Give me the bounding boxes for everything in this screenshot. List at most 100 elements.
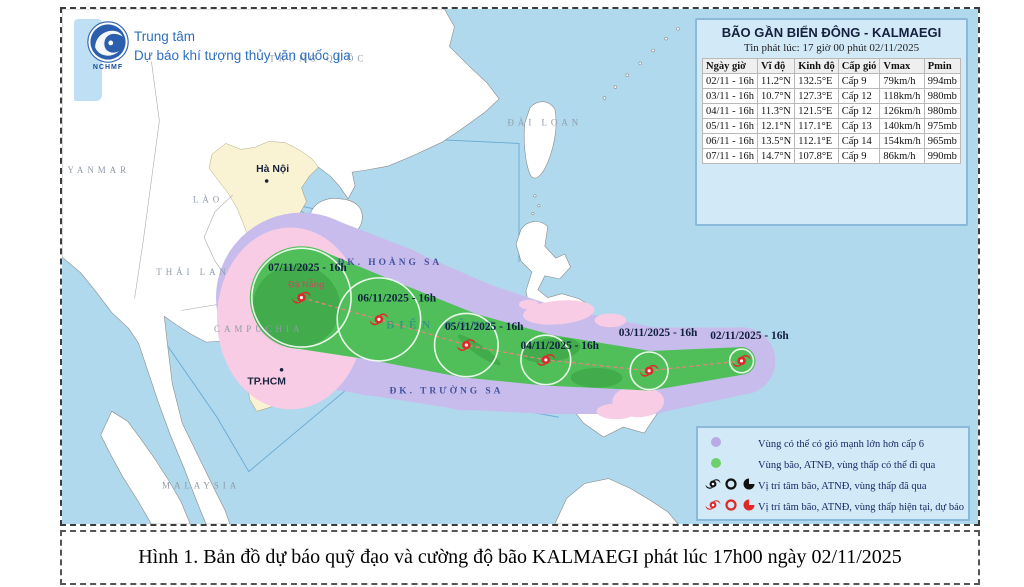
table-column-header: Cấp gió <box>837 58 881 74</box>
legend-label: Vùng bão, ATNĐ, vùng thấp có thể đi qua <box>758 460 936 471</box>
table-cell: 980mb <box>923 103 962 119</box>
storm-table-issued: Tin phát lúc: 17 giờ 00 phút 02/11/2025 <box>743 42 920 54</box>
storm-marker <box>457 339 476 351</box>
table-cell: 86km/h <box>879 148 925 164</box>
table-cell: 117.1°E <box>794 118 839 134</box>
table-row: 04/11 - 16h 11.3°N 121.5°E Cấp 12 126km/h 980… <box>701 103 962 119</box>
geo-label: ĐK. TRƯỜNG SA <box>390 385 504 397</box>
storm-forecast-table: Ngày giờ Vĩ độ Kinh độ Cấp gió Vmax Pmin 02/1… <box>701 58 962 164</box>
city-dot <box>264 179 269 183</box>
agency-name-line1: Trung tâm <box>134 29 196 44</box>
track-point-label: 04/11/2025 - 16h <box>520 340 599 352</box>
legend-panel: Vùng có thể có gió mạnh lớn hơn cấp 6 Vùn… <box>696 426 970 521</box>
table-cell: 06/11 - 16h <box>701 133 759 149</box>
geo-label: TRUNG QUỐC <box>269 53 367 63</box>
storm-marker <box>640 364 659 377</box>
geo-label: ĐK. HOÀNG SA <box>338 256 443 268</box>
geo-label-layer: TRUNG QUỐC YANMAR LÀO THÁI LAN CAMPUCHIA MALA… <box>67 53 582 490</box>
table-cell: 02/11 - 16h <box>701 73 759 89</box>
table-column-header: Vmax <box>879 58 925 74</box>
uncertainty-circle <box>433 312 499 378</box>
table-cell: 126km/h <box>879 103 925 119</box>
table-cell: 975mb <box>923 118 962 134</box>
geo-label: MALAYSIA <box>162 480 240 490</box>
storm-marker <box>292 291 311 304</box>
table-cell: 03/11 - 16h <box>701 88 759 104</box>
table-cell: 112.1°E <box>794 133 839 149</box>
table-cell: 118km/h <box>879 88 925 104</box>
track-point-label: 02/11/2025 - 16h <box>710 330 789 342</box>
geo-label: THÁI LAN <box>156 267 230 277</box>
uncertainty-circle <box>250 247 352 348</box>
table-row: 02/11 - 16h 11.2°N 132.5°E Cấp 9 79km/h 994mb <box>701 73 962 89</box>
typhoon-symbol-icon <box>369 313 389 326</box>
legend-row: Vùng có thể có gió mạnh lớn hơn cấp 6 <box>704 434 964 455</box>
storm-marker <box>536 354 555 366</box>
table-cell: Cấp 12 <box>837 88 881 104</box>
table-column-header: Ngày giờ <box>701 58 759 74</box>
table-cell: 11.2°N <box>757 73 796 89</box>
legend-row: Vị trí tâm bão, ATNĐ, vùng thấp hiện tại… <box>704 497 964 518</box>
table-cell: Cấp 9 <box>837 73 881 89</box>
agency-name: Trung tâm Dự báo khí tượng thủy văn quốc… <box>134 27 351 65</box>
geo-label: ĐÀI LOAN <box>507 118 582 128</box>
storm-track-layer: 02/11/2025 - 16h 03/11/2025 - 16h 04/11/… <box>250 247 789 391</box>
table-row: 07/11 - 16h 14.7°N 107.8°E Cấp 9 86km/h 990mb <box>701 148 962 164</box>
uncertainty-circle <box>520 334 572 386</box>
agency-name-line2: Dự báo khí tượng thủy văn quốc gia <box>134 48 351 63</box>
track-point-label: 06/11/2025 - 16h <box>358 293 437 305</box>
table-row: 05/11 - 16h 12.1°N 117.1°E Cấp 13 140km/h 975… <box>701 118 962 134</box>
table-cell: 07/11 - 16h <box>701 148 759 164</box>
table-cell: 127.3°E <box>794 88 839 104</box>
table-cell: 121.5°E <box>794 103 839 119</box>
track-line <box>301 297 742 372</box>
table-cell: 05/11 - 16h <box>701 118 759 134</box>
geo-label: BIỂN ĐÔNG <box>386 316 499 331</box>
table-cell: 140km/h <box>879 118 925 134</box>
legend-row: Vị trí tâm bão, ATNĐ, vùng thấp đã qua <box>704 476 964 497</box>
typhoon-symbol-icon <box>457 339 476 351</box>
sumatra-island <box>100 410 191 524</box>
typhoon-symbol-icon <box>536 354 555 366</box>
legend-label: Vị trí tâm bão, ATNĐ, vùng thấp đã qua <box>758 481 927 492</box>
legend-label: Vị trí tâm bão, ATNĐ, vùng thấp hiện tại… <box>758 502 965 513</box>
track-point-label: 05/11/2025 - 16h <box>445 321 524 333</box>
table-column-header: Pmin <box>923 58 962 74</box>
typhoon-symbol-icon <box>292 291 311 304</box>
borneo-island <box>554 478 679 524</box>
geo-label: LÀO <box>193 195 223 205</box>
table-row: 06/11 - 16h 13.5°N 112.1°E Cấp 14 154km/h 965… <box>701 133 962 149</box>
storm-table-title: BÃO GẦN BIỂN ĐÔNG - KALMAEGI <box>721 25 942 40</box>
table-cell: Cấp 12 <box>837 103 881 119</box>
storm-marker <box>369 313 389 326</box>
nchmf-emblem-icon <box>87 21 129 63</box>
logo-nchmf-text: NCHMF <box>92 64 124 71</box>
land-in-green-zone <box>252 265 623 388</box>
table-cell: Cấp 13 <box>837 118 881 134</box>
legend-label: Vùng có thể có gió mạnh lớn hơn cấp 6 <box>758 439 924 450</box>
table-cell: 12.1°N <box>757 118 796 134</box>
typhoon-symbol-icon <box>705 479 721 489</box>
table-cell: 980mb <box>923 88 962 104</box>
table-cell: 154km/h <box>879 133 925 149</box>
geo-label: TP.HCM <box>247 377 286 388</box>
table-cell: 14.7°N <box>757 148 796 164</box>
typhoon-symbol-icon <box>732 355 751 367</box>
uncertainty-circle <box>629 351 669 391</box>
track-point-label: 07/11/2025 - 16h <box>268 262 347 274</box>
legend-row: Vùng bão, ATNĐ, vùng thấp có thể đi qua <box>704 455 964 476</box>
table-cell: 04/11 - 16h <box>701 103 759 119</box>
table-cell: 13.5°N <box>757 133 796 149</box>
figure-caption-box: Hình 1. Bản đồ dự báo quỹ đạo và cường đ… <box>60 530 980 585</box>
storm-zone-layer <box>215 212 776 420</box>
map-frame: TRUNG QUỐC YANMAR LÀO THÁI LAN CAMPUCHIA MALA… <box>60 7 980 526</box>
table-cell: 994mb <box>923 73 962 89</box>
table-cell: Cấp 14 <box>837 133 881 149</box>
typhoon-symbol-icon <box>640 364 659 377</box>
table-cell: 10.7°N <box>757 88 796 104</box>
table-column-header: Kinh độ <box>794 58 839 74</box>
table-cell: Cấp 9 <box>837 148 881 164</box>
green-zone-icon <box>711 458 721 468</box>
storm-info-panel: BÃO GẦN BIỂN ĐÔNG - KALMAEGI Tin phát lú… <box>695 18 968 226</box>
